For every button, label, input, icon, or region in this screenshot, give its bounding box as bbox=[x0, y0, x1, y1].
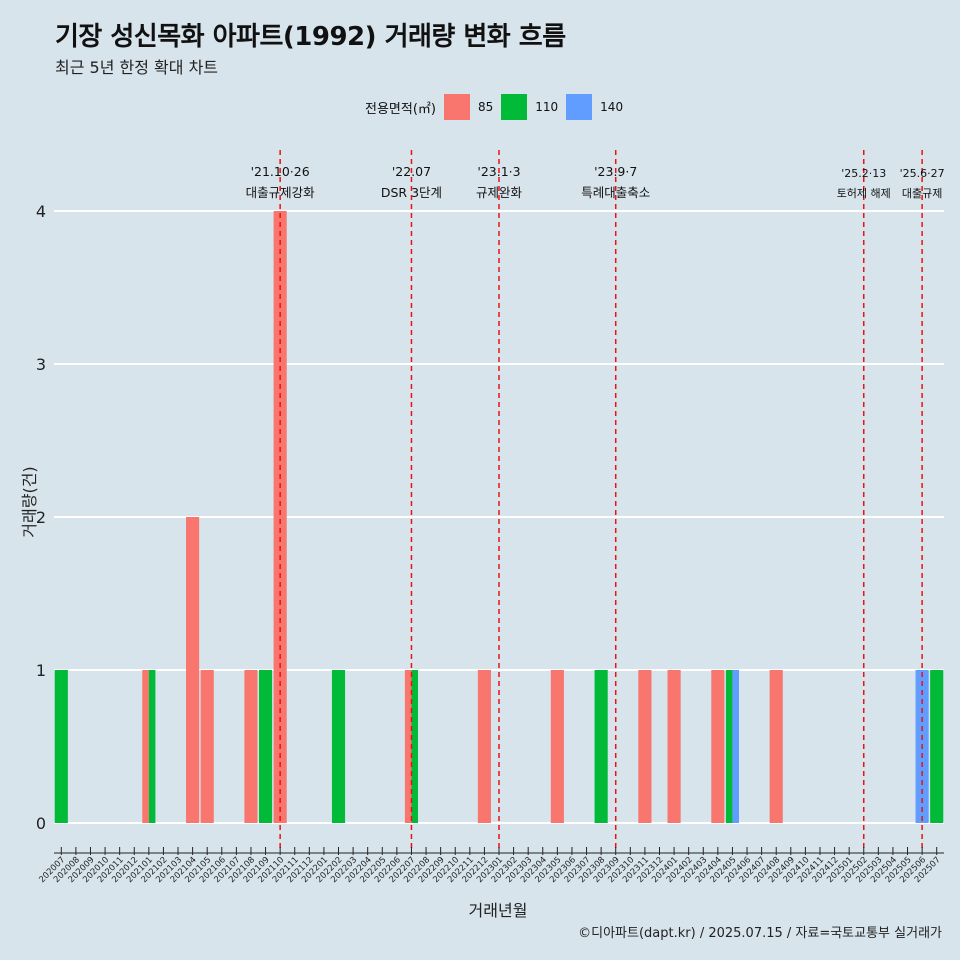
event-label: 대출규제 bbox=[902, 187, 942, 200]
legend-title: 전용면적(㎡) bbox=[365, 101, 436, 117]
bar-202104-85 bbox=[186, 517, 200, 823]
event-label: 대출규제강화 bbox=[246, 185, 316, 200]
legend-label-140: 140 bbox=[600, 100, 624, 114]
event-label: DSR 3단계 bbox=[381, 185, 442, 200]
event-date: '23.1·3 bbox=[477, 164, 520, 179]
bar-202101-110 bbox=[148, 670, 156, 823]
bar-202007-110 bbox=[54, 670, 68, 823]
legend-key-85 bbox=[443, 94, 470, 120]
bar-202308-110 bbox=[594, 670, 608, 823]
event-label: 특례대출축소 bbox=[581, 185, 650, 200]
y-tick-label: 1 bbox=[36, 661, 46, 680]
legend-key-110 bbox=[501, 94, 528, 120]
legend-label-110: 110 bbox=[535, 100, 559, 114]
legend: 전용면적(㎡) 85 110 140 bbox=[365, 94, 631, 120]
y-tick-label: 2 bbox=[36, 508, 46, 527]
bar-202207-110 bbox=[411, 670, 419, 823]
event-date: '25.2·13 bbox=[841, 167, 886, 180]
bar-202311-85 bbox=[638, 670, 652, 823]
event-date: '25.6·27 bbox=[900, 167, 945, 180]
bar-202202-110 bbox=[331, 670, 346, 823]
event-date: '22.07 bbox=[392, 164, 431, 179]
bar-202404-85 bbox=[711, 670, 725, 823]
bar-202108-85 bbox=[244, 670, 258, 823]
event-label: 규제완화 bbox=[476, 185, 523, 200]
y-axis-label: 거래량(건) bbox=[20, 466, 39, 538]
event-date: '21.10·26 bbox=[251, 164, 310, 179]
bar-202405-110 bbox=[725, 670, 733, 823]
bar-202212-85 bbox=[477, 670, 491, 823]
chart-title: 기장 성신목화 아파트(1992) 거래량 변화 흐름 bbox=[55, 22, 566, 52]
chart-subtitle: 최근 5년 한정 확대 차트 bbox=[55, 58, 219, 77]
bar-202507-110 bbox=[930, 670, 944, 823]
bar-202305-85 bbox=[550, 670, 564, 823]
y-tick-label: 3 bbox=[36, 355, 46, 374]
bar-202110-85 bbox=[273, 211, 287, 823]
legend-label-85: 85 bbox=[477, 100, 494, 114]
bar-202408-85 bbox=[769, 670, 783, 823]
bar-202101-85 bbox=[142, 670, 149, 823]
legend-key-140 bbox=[566, 94, 593, 120]
y-tick-label: 4 bbox=[36, 202, 46, 221]
y-tick-label: 0 bbox=[36, 814, 46, 833]
bar-202401-85 bbox=[667, 670, 681, 823]
bar-202105-85 bbox=[200, 670, 214, 823]
bar-202109-110 bbox=[258, 670, 273, 823]
event-date: '23.9·7 bbox=[594, 164, 637, 179]
event-label: 토허제 해제 bbox=[837, 186, 891, 200]
source-caption: ©디아파트(dapt.kr) / 2025.07.15 / 자료=국토교통부 실… bbox=[578, 926, 942, 941]
bar-202405-140 bbox=[732, 670, 740, 823]
x-axis-label: 거래년월 bbox=[468, 901, 528, 920]
bar-202207-85 bbox=[404, 670, 412, 823]
